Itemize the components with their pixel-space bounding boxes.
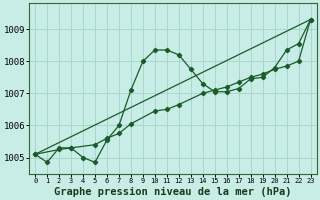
X-axis label: Graphe pression niveau de la mer (hPa): Graphe pression niveau de la mer (hPa) bbox=[54, 186, 292, 197]
